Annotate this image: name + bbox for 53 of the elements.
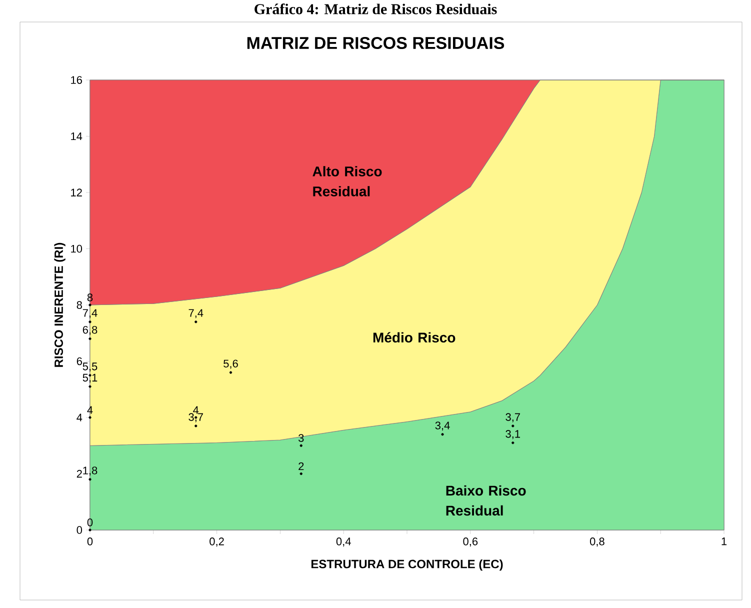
point [229,371,232,374]
y-tick-label: 14 [71,132,82,140]
data-label: 5,6 [224,360,238,369]
data-label: 4 [87,406,93,414]
data-label: 5,1 [82,374,98,383]
point [88,320,92,324]
series-label: Médio Risco [373,332,456,343]
data-label: 8 [87,294,93,302]
chart-subtitle: MATRIZ DE RISCOS RESIDUAIS [247,36,504,50]
data-label: 6,8 [82,326,98,336]
point [194,424,198,428]
data-label: 5,5 [82,362,98,372]
point [194,320,198,324]
point [300,472,302,476]
point [300,444,302,447]
x-tick-label: 0,8 [590,538,604,547]
data-label: 3,1 [506,430,520,440]
x-tick-label: 0,2 [210,538,224,547]
x-tick-label: 1 [722,538,727,546]
series-label: Baixo Risco Residual [446,485,526,516]
chart-title: Gráfico 4: Matriz de Riscos Residuais [254,4,497,14]
point [88,385,92,388]
data-label: 3,7 [188,413,203,422]
y-tick-label: 10 [71,244,82,253]
y-tick-label: 2 [76,470,82,478]
point [88,337,92,340]
data-label: 2 [298,462,304,470]
point [512,442,514,444]
y-axis-title: RISCO INERENTE (RI) [54,242,66,367]
x-tick-label: 0 [87,538,93,546]
x-tick-label: 0,6 [463,538,478,547]
y-tick-label: 6 [76,357,82,366]
data-label: 3,7 [506,413,520,422]
point [441,433,444,436]
data-label: 7,4 [82,309,98,318]
data-label: 4 [193,406,199,414]
y-tick-label: 8 [76,301,82,309]
y-tick-label: 4 [76,414,82,422]
point [88,478,92,481]
x-axis-title: ESTRUTURA DE CONTROLE (EC) [311,559,503,571]
data-label: 3 [298,434,304,442]
data-label: 3,4 [435,422,450,431]
point [512,424,514,428]
point [88,528,92,532]
data-label: 7,4 [188,309,204,318]
point [88,416,92,419]
point [88,304,92,306]
series-label: Alto Risco Residual [312,166,382,196]
x-tick-label: 0,4 [336,538,351,547]
y-tick-label: 0 [76,526,82,534]
y-tick-label: 12 [71,188,82,196]
data-label: 0 [87,518,93,526]
y-tick-label: 16 [71,76,82,84]
